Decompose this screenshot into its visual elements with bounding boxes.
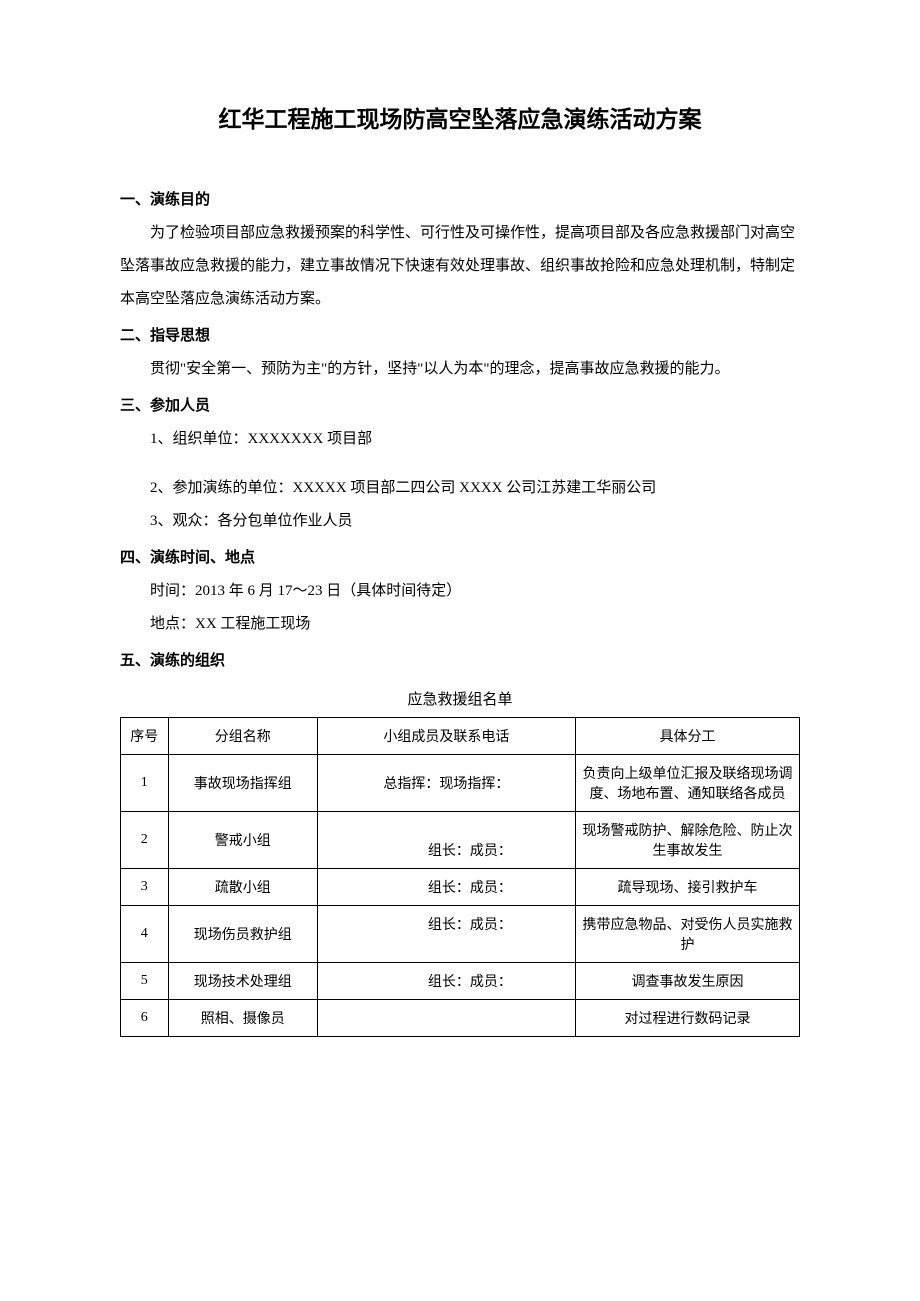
cell-contact: 组长：成员： <box>317 812 575 869</box>
cell-name: 事故现场指挥组 <box>168 755 317 812</box>
cell-contact <box>317 1000 575 1037</box>
cell-seq: 2 <box>121 812 169 869</box>
cell-duty: 对过程进行数码记录 <box>575 1000 799 1037</box>
cell-duty: 负责向上级单位汇报及联络现场调度、场地布置、通知联络各成员 <box>575 755 799 812</box>
cell-name: 现场伤员救护组 <box>168 906 317 963</box>
section-1-body: 为了检验项目部应急救援预案的科学性、可行性及可操作性，提高项目部及各应急救援部门… <box>120 217 800 316</box>
section-1-heading: 一、演练目的 <box>120 184 800 217</box>
section-2-body: 贯彻"安全第一、预防为主"的方针，坚持"以人为本"的理念，提高事故应急救援的能力… <box>120 353 800 386</box>
section-3-item-1: 1、组织单位：XXXXXXX 项目部 <box>120 423 800 456</box>
table-row: 2 警戒小组 组长：成员： 现场警戒防护、解除危险、防止次生事故发生 <box>121 812 800 869</box>
table-row: 1 事故现场指挥组 总指挥：现场指挥： 负责向上级单位汇报及联络现场调度、场地布… <box>121 755 800 812</box>
table-header-row: 序号 分组名称 小组成员及联系电话 具体分工 <box>121 718 800 755</box>
cell-duty: 调查事故发生原因 <box>575 963 799 1000</box>
th-name: 分组名称 <box>168 718 317 755</box>
cell-contact: 组长：成员： <box>317 869 575 906</box>
section-3-item-2: 2、参加演练的单位：XXXXX 项目部二四公司 XXXX 公司江苏建工华丽公司 <box>120 472 800 505</box>
section-4-line-2: 地点：XX 工程施工现场 <box>120 608 800 641</box>
table-row: 3 疏散小组 组长：成员： 疏导现场、接引救护车 <box>121 869 800 906</box>
cell-contact: 组长：成员： <box>317 963 575 1000</box>
th-duty: 具体分工 <box>575 718 799 755</box>
section-3-item-3: 3、观众：各分包单位作业人员 <box>120 505 800 538</box>
cell-seq: 4 <box>121 906 169 963</box>
section-4-line-1: 时间：2013 年 6 月 17～23 日（具体时间待定） <box>120 575 800 608</box>
cell-seq: 6 <box>121 1000 169 1037</box>
cell-contact: 组长：成员： <box>317 906 575 963</box>
section-5-heading: 五、演练的组织 <box>120 645 800 678</box>
section-4-heading: 四、演练时间、地点 <box>120 542 800 575</box>
rescue-team-table: 序号 分组名称 小组成员及联系电话 具体分工 1 事故现场指挥组 总指挥：现场指… <box>120 717 800 1037</box>
cell-seq: 3 <box>121 869 169 906</box>
cell-name: 照相、摄像员 <box>168 1000 317 1037</box>
cell-duty: 携带应急物品、对受伤人员实施救护 <box>575 906 799 963</box>
section-2-heading: 二、指导思想 <box>120 320 800 353</box>
table-caption: 应急救援组名单 <box>120 684 800 717</box>
cell-duty: 现场警戒防护、解除危险、防止次生事故发生 <box>575 812 799 869</box>
cell-seq: 1 <box>121 755 169 812</box>
document-title: 红华工程施工现场防高空坠落应急演练活动方案 <box>120 100 800 134</box>
cell-name: 疏散小组 <box>168 869 317 906</box>
table-row: 4 现场伤员救护组 组长：成员： 携带应急物品、对受伤人员实施救护 <box>121 906 800 963</box>
section-3-heading: 三、参加人员 <box>120 390 800 423</box>
cell-name: 现场技术处理组 <box>168 963 317 1000</box>
cell-seq: 5 <box>121 963 169 1000</box>
th-seq: 序号 <box>121 718 169 755</box>
cell-name: 警戒小组 <box>168 812 317 869</box>
th-contact: 小组成员及联系电话 <box>317 718 575 755</box>
table-row: 6 照相、摄像员 对过程进行数码记录 <box>121 1000 800 1037</box>
cell-duty: 疏导现场、接引救护车 <box>575 869 799 906</box>
cell-contact: 总指挥：现场指挥： <box>317 755 575 812</box>
table-row: 5 现场技术处理组 组长：成员： 调查事故发生原因 <box>121 963 800 1000</box>
